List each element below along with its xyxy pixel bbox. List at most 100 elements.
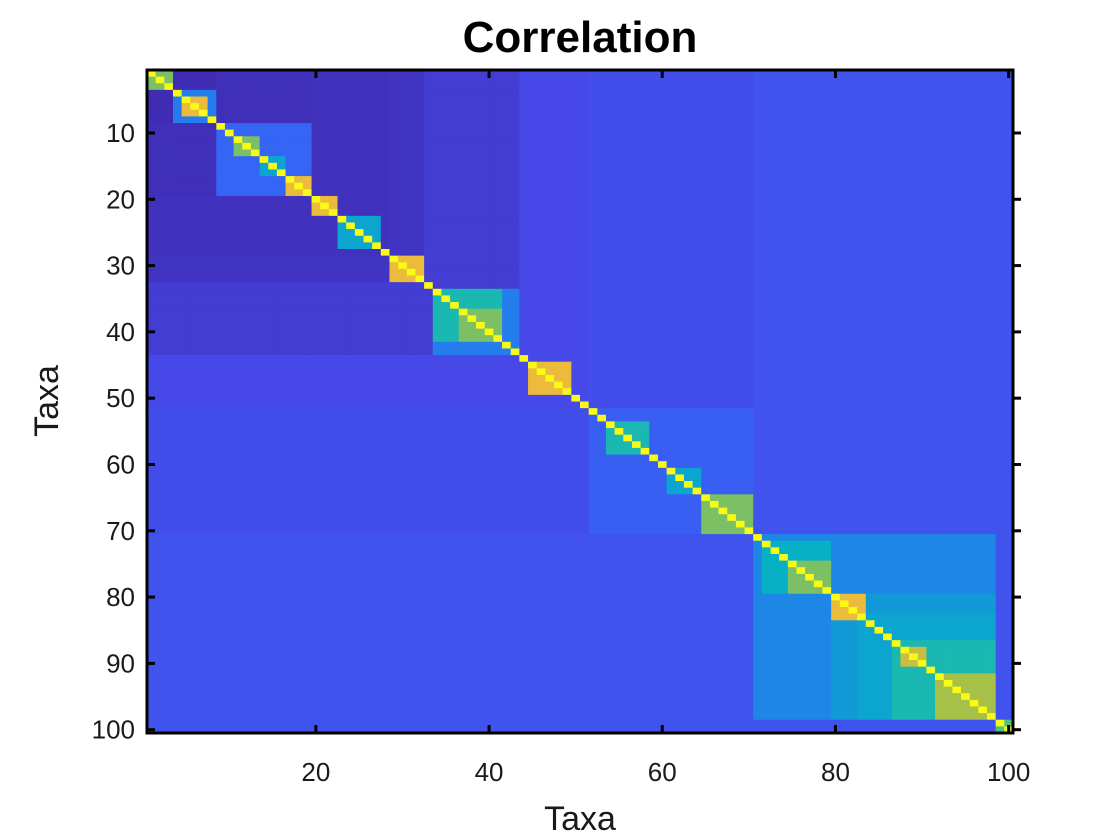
heatmap-cell	[883, 361, 893, 369]
heatmap-cell	[900, 235, 910, 243]
heatmap-cell	[718, 103, 728, 111]
heatmap-cell	[467, 394, 477, 403]
heatmap-cell	[640, 103, 650, 111]
heatmap-cell	[441, 368, 451, 376]
heatmap-cell	[597, 341, 607, 350]
heatmap-cell	[207, 394, 217, 403]
heatmap-cell	[155, 70, 165, 78]
heatmap-cell	[813, 262, 824, 270]
heatmap-cell	[320, 288, 330, 297]
heatmap-cell	[337, 89, 347, 98]
heatmap-cell	[796, 308, 806, 316]
heatmap-cell	[493, 142, 503, 151]
heatmap-cell	[172, 89, 183, 98]
heatmap-cell	[917, 282, 927, 290]
heatmap-cell	[164, 116, 174, 124]
heatmap-cell	[562, 321, 572, 330]
heatmap-cell	[692, 295, 702, 303]
heatmap-cell	[779, 189, 789, 197]
heatmap-cell	[987, 308, 997, 316]
heatmap-cell	[285, 381, 295, 389]
heatmap-cell	[450, 169, 460, 177]
heatmap-cell	[562, 302, 572, 310]
heatmap-cell	[441, 70, 451, 78]
heatmap-cell	[943, 96, 953, 104]
heatmap-cell	[268, 209, 278, 217]
heatmap-cell	[657, 394, 668, 403]
heatmap-cell	[493, 355, 503, 363]
heatmap-cell	[181, 76, 191, 84]
heatmap-cell	[172, 215, 183, 224]
heatmap-cell	[207, 70, 217, 78]
heatmap-cell	[666, 169, 676, 177]
heatmap-cell	[198, 235, 209, 243]
heatmap-cell	[675, 361, 685, 369]
heatmap-cell	[545, 242, 555, 250]
heatmap-cell	[155, 202, 165, 210]
heatmap-cell	[952, 348, 962, 356]
heatmap-cell	[311, 222, 321, 230]
heatmap-cell	[398, 235, 408, 243]
heatmap-cell	[623, 156, 633, 164]
heatmap-cell	[943, 394, 953, 403]
heatmap-cell	[536, 368, 546, 376]
heatmap-cell	[605, 189, 616, 197]
heatmap-cell	[554, 156, 564, 164]
heatmap-cell	[891, 268, 902, 277]
heatmap-cell	[675, 355, 685, 363]
heatmap-cell	[294, 76, 304, 84]
heatmap-cell	[631, 275, 642, 283]
heatmap-cell	[562, 89, 572, 98]
heatmap-cell	[831, 169, 841, 177]
heatmap-cell	[1004, 142, 1014, 151]
heatmap-cell	[623, 374, 633, 383]
heatmap-cell	[380, 189, 391, 197]
heatmap-cell	[346, 262, 356, 270]
heatmap-cell	[311, 215, 321, 224]
heatmap-cell	[580, 388, 590, 396]
heatmap-cell	[683, 116, 694, 124]
heatmap-cell	[224, 394, 235, 403]
heatmap-cell	[753, 288, 763, 297]
heatmap-cell	[562, 123, 572, 131]
heatmap-cell	[952, 388, 962, 396]
heatmap-cell	[735, 70, 746, 78]
heatmap-cell	[640, 109, 650, 118]
heatmap-cell	[640, 335, 650, 343]
heatmap-cell	[796, 275, 806, 283]
heatmap-cell	[805, 249, 815, 257]
heatmap-cell	[528, 268, 538, 277]
heatmap-cell	[276, 321, 287, 330]
heatmap-cell	[562, 295, 572, 303]
heatmap-cell	[1004, 315, 1014, 323]
heatmap-cell	[484, 156, 494, 164]
heatmap-cell	[943, 209, 953, 217]
heatmap-cell	[649, 381, 659, 389]
heatmap-cell	[865, 103, 876, 111]
heatmap-cell	[588, 275, 598, 283]
heatmap-cell	[398, 169, 408, 177]
heatmap-cell	[337, 109, 347, 118]
heatmap-cell	[562, 109, 572, 118]
heatmap-cell	[761, 374, 772, 383]
heatmap-cell	[935, 116, 945, 124]
heatmap-cell	[865, 341, 876, 350]
heatmap-cell	[597, 381, 607, 389]
heatmap-cell	[554, 136, 564, 144]
heatmap-cell	[683, 96, 694, 104]
heatmap-cell	[952, 103, 962, 111]
heatmap-cell	[692, 394, 702, 403]
heatmap-cell	[424, 341, 434, 350]
heatmap-cell	[268, 89, 278, 98]
heatmap-cell	[510, 123, 520, 131]
heatmap-cell	[995, 341, 1005, 350]
heatmap-cell	[709, 315, 720, 323]
heatmap-cell	[320, 394, 330, 403]
heatmap-cell	[969, 195, 979, 204]
heatmap-cell	[865, 361, 876, 369]
heatmap-cell	[406, 229, 417, 237]
heatmap-cell	[891, 394, 902, 403]
heatmap-cell	[250, 374, 261, 383]
heatmap-cell	[528, 96, 538, 104]
heatmap-cell	[432, 76, 443, 84]
